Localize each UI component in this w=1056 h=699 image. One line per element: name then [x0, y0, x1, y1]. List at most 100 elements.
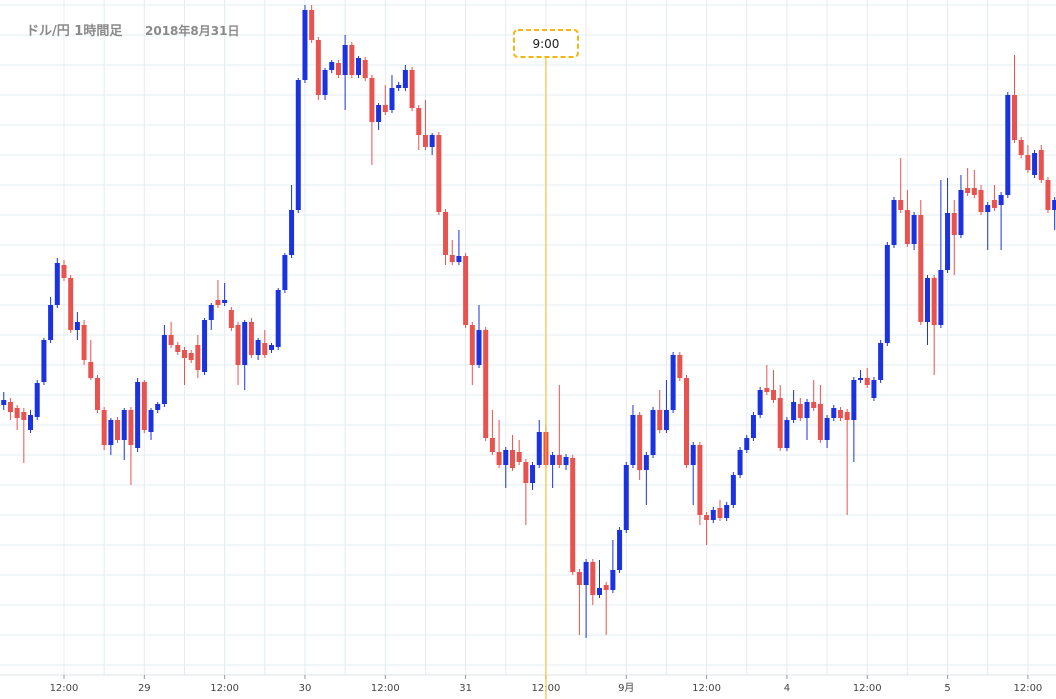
- candle-body: [663, 410, 669, 430]
- candle-body: [469, 325, 475, 365]
- candle-body: [516, 452, 522, 462]
- candle-body: [771, 390, 777, 400]
- candle-body: [530, 465, 536, 483]
- candle-body: [958, 190, 964, 235]
- candle-body: [777, 398, 783, 448]
- candle-body: [121, 410, 127, 440]
- candle-body: [717, 508, 723, 518]
- candle-body: [215, 300, 221, 305]
- candle-body: [931, 278, 937, 325]
- crosshair-label: 9:00: [532, 37, 559, 51]
- candle-body: [282, 255, 288, 290]
- candle-body: [697, 445, 703, 515]
- x-tick-label: 12:00: [371, 683, 400, 694]
- candle-body: [54, 263, 60, 305]
- candle-body: [764, 388, 770, 392]
- candle-body: [295, 80, 301, 210]
- candle-body: [28, 415, 34, 430]
- candle-body: [938, 270, 944, 325]
- candles: [1, 5, 1056, 638]
- candle-body: [1052, 200, 1056, 210]
- candle-body: [14, 408, 20, 418]
- candle-body: [556, 455, 562, 465]
- candle-body: [429, 135, 435, 147]
- candle-body: [971, 188, 977, 195]
- candle-body: [115, 420, 121, 440]
- candle-body: [898, 200, 904, 210]
- candle-body: [509, 450, 515, 468]
- candle-body: [523, 462, 529, 483]
- candle-body: [744, 438, 750, 450]
- candle-body: [851, 380, 857, 420]
- candle-body: [329, 62, 335, 70]
- candle-body: [436, 135, 442, 212]
- candle-body: [356, 58, 362, 75]
- candle-body: [463, 256, 469, 325]
- candle-body: [141, 382, 147, 430]
- candle-body: [335, 63, 341, 75]
- candle-body: [536, 432, 542, 465]
- candle-body: [175, 345, 181, 352]
- candle-body: [349, 45, 355, 75]
- candle-body: [797, 404, 803, 418]
- candle-body: [576, 572, 582, 585]
- candle-body: [704, 515, 710, 520]
- candle-body: [228, 310, 234, 328]
- candle-body: [235, 325, 241, 365]
- chart-subtitle: 2018年8月31日: [145, 23, 239, 38]
- candle-body: [7, 402, 13, 412]
- candle-body: [322, 70, 328, 95]
- chart-title: ドル/円 1時間足: [26, 23, 123, 39]
- candle-body: [135, 382, 141, 448]
- candle-body: [690, 445, 696, 465]
- candle-body: [195, 345, 201, 370]
- candle-body: [248, 322, 254, 355]
- candle-body: [858, 378, 864, 380]
- crosshair-label-box: [512, 29, 579, 58]
- candle-body: [945, 213, 951, 270]
- candle-body: [837, 410, 843, 418]
- candle-body: [101, 410, 107, 445]
- overlay: 9:00: [512, 29, 579, 699]
- candle-body: [155, 404, 161, 410]
- candle-body: [998, 195, 1004, 205]
- x-tick-label: 4: [784, 683, 790, 694]
- candle-body: [94, 378, 100, 410]
- candle-body: [74, 322, 80, 330]
- x-tick-label: 12:00: [50, 683, 79, 694]
- candle-body: [757, 390, 763, 415]
- candle-body: [396, 85, 402, 88]
- candle-body: [596, 588, 602, 595]
- candle-body: [710, 510, 716, 520]
- x-tick-label: 9月: [618, 682, 634, 694]
- candle-body: [68, 278, 74, 330]
- candle-body: [804, 402, 810, 418]
- candle-body: [449, 255, 455, 262]
- candle-body: [737, 450, 743, 475]
- candle-body: [422, 135, 428, 147]
- candle-body: [128, 410, 134, 445]
- candle-body: [376, 105, 382, 122]
- candle-body: [811, 402, 817, 408]
- candle-body: [188, 353, 194, 360]
- candle-body: [81, 325, 87, 360]
- candle-body: [202, 320, 208, 372]
- candle-body: [583, 562, 589, 585]
- candle-body: [88, 362, 94, 378]
- candle-body: [590, 562, 596, 595]
- candle-body: [724, 505, 730, 518]
- candle-body: [965, 188, 971, 193]
- candle-body: [456, 256, 462, 262]
- candle-body: [222, 300, 228, 303]
- candle-body: [1, 400, 7, 405]
- x-tick-label: 31: [459, 683, 472, 694]
- candle-body: [791, 402, 797, 420]
- candle-body: [382, 105, 388, 112]
- candle-body: [951, 213, 957, 235]
- candle-body: [1005, 95, 1011, 195]
- candle-body: [918, 215, 924, 322]
- candle-body: [730, 475, 736, 505]
- candle-body: [41, 340, 47, 382]
- candle-body: [784, 420, 790, 448]
